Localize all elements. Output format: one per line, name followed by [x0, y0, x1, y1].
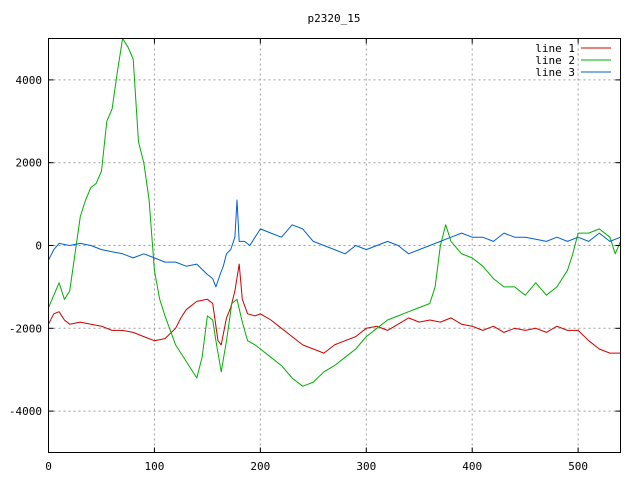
y-tick-label: 4000 [16, 74, 43, 87]
y-tick-label: 0 [35, 240, 42, 253]
x-tick-label: 100 [144, 460, 164, 473]
x-tick-label: 400 [462, 460, 482, 473]
series-line-2 [48, 38, 621, 387]
x-tick-label: 200 [250, 460, 270, 473]
legend-label-3: line 3 [535, 66, 575, 79]
series-line-3 [48, 199, 621, 288]
y-tick-label: -2000 [9, 322, 42, 335]
x-tick-label: 0 [45, 460, 52, 473]
grid-layer [48, 38, 621, 453]
legend-label-1: line 1 [535, 42, 575, 55]
y-tick-label: 2000 [16, 157, 43, 170]
series-line-1 [48, 263, 621, 354]
tick-layer: 0 100 200 300 400 500 -4000 -2000 0 2000 4000 [9, 38, 621, 473]
y-tick-label: -4000 [9, 405, 42, 418]
legend-label-2: line 2 [535, 54, 575, 67]
x-tick-label: 300 [356, 460, 376, 473]
series-layer [48, 38, 621, 387]
chart-title: p2320_15 [308, 12, 361, 25]
x-tick-label: 500 [568, 460, 588, 473]
